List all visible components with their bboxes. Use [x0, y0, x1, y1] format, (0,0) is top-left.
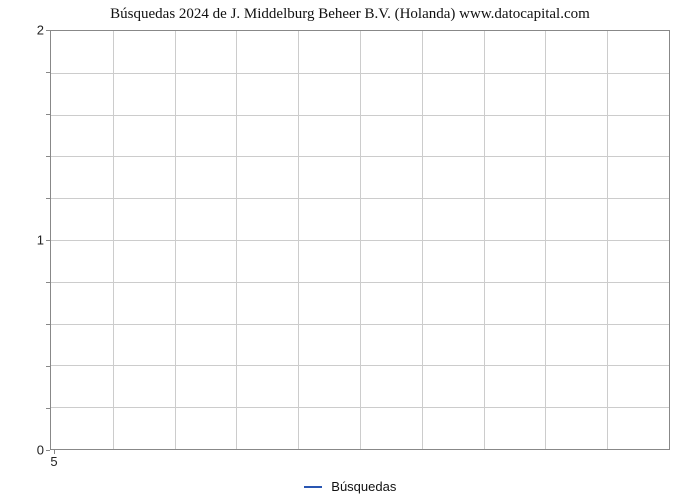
gridline-vertical	[236, 31, 237, 449]
legend-label: Búsquedas	[331, 479, 396, 494]
legend: Búsquedas	[0, 478, 700, 494]
gridline-vertical	[298, 31, 299, 449]
y-tick-mark	[46, 450, 50, 451]
y-tick-mark	[46, 240, 50, 241]
y-tick-label: 0	[4, 443, 44, 458]
y-tick-mark	[46, 366, 50, 367]
y-tick-mark	[46, 408, 50, 409]
y-tick-mark	[46, 114, 50, 115]
gridline-vertical	[360, 31, 361, 449]
gridline-vertical	[113, 31, 114, 449]
legend-swatch	[304, 486, 322, 488]
x-tick-label: 5	[50, 454, 57, 469]
gridline-vertical	[175, 31, 176, 449]
gridline-vertical	[607, 31, 608, 449]
gridline-vertical	[545, 31, 546, 449]
y-tick-mark	[46, 282, 50, 283]
y-tick-mark	[46, 30, 50, 31]
y-tick-label: 1	[4, 233, 44, 248]
plot-area	[50, 30, 670, 450]
y-tick-mark	[46, 72, 50, 73]
y-tick-mark	[46, 198, 50, 199]
gridline-vertical	[422, 31, 423, 449]
chart-title: Búsquedas 2024 de J. Middelburg Beheer B…	[0, 6, 700, 23]
gridline-vertical	[484, 31, 485, 449]
y-tick-mark	[46, 324, 50, 325]
y-tick-label: 2	[4, 23, 44, 38]
y-tick-mark	[46, 156, 50, 157]
chart-container: Búsquedas 2024 de J. Middelburg Beheer B…	[0, 0, 700, 500]
x-tick-mark	[54, 450, 55, 454]
